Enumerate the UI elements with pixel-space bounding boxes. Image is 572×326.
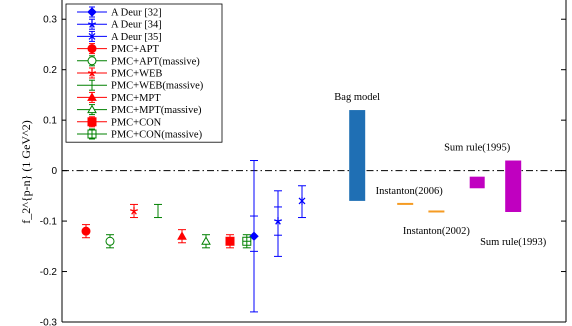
legend-label: A Deur [35] <box>111 32 162 43</box>
model-range: Instanton(2006) <box>376 186 444 205</box>
range-label: Bag model <box>334 92 380 103</box>
y-tick-label: -0.1 <box>40 217 58 228</box>
range-bar <box>349 110 366 201</box>
range-bar <box>469 176 485 189</box>
legend-entry: PMC+APT(massive) <box>77 55 200 67</box>
range-bar <box>397 202 414 205</box>
model-range: Bag model <box>334 92 380 201</box>
legend-entry: PMC+CON <box>77 116 162 128</box>
y-tick-label: -0.2 <box>40 267 58 278</box>
marker <box>87 44 97 54</box>
marker <box>249 231 259 241</box>
legend-entry: A Deur [35] <box>77 30 162 43</box>
legend-entry: A Deur [34] <box>77 18 162 31</box>
legend-label: PMC+APT <box>111 44 160 55</box>
legend-label: A Deur [32] <box>111 8 162 19</box>
legend-label: PMC+WEB(massive) <box>111 81 204 92</box>
marker <box>87 92 97 101</box>
series-point <box>242 234 252 249</box>
marker-ray <box>273 219 279 222</box>
model-range: Instanton(2002) <box>403 210 471 237</box>
marker <box>87 104 97 114</box>
legend-entry: PMC+WEB(massive) <box>77 79 204 92</box>
model-range: Sum rule(1995) <box>444 143 511 189</box>
legend-label: PMC+MPT(massive) <box>111 105 202 116</box>
range-label: Instanton(2006) <box>376 186 444 197</box>
model-range: Sum rule(1993) <box>480 160 547 248</box>
marker-ray <box>87 71 93 74</box>
y-tick-label: 0.2 <box>43 65 57 76</box>
legend-label: PMC+APT(massive) <box>111 56 200 67</box>
series-point <box>81 224 91 239</box>
marker-ray <box>87 22 93 25</box>
series-point <box>177 229 187 244</box>
y-tick-label: 0.1 <box>43 116 57 127</box>
legend-entry: PMC+CON(massive) <box>77 128 203 141</box>
marker <box>177 231 187 240</box>
legend-entry: A Deur [32] <box>77 6 162 19</box>
range-bar <box>505 160 522 212</box>
y-axis-label: f_2^{p-n} (1 GeV^2) <box>19 120 33 223</box>
marker <box>105 236 115 246</box>
marker <box>87 56 97 66</box>
series-point <box>249 160 259 313</box>
range-bar <box>428 210 445 213</box>
range-label: Sum rule(1995) <box>444 143 511 154</box>
series-point <box>129 203 139 219</box>
marker <box>87 117 97 127</box>
series-point <box>154 203 162 219</box>
y-tick-label: -0.3 <box>40 318 58 326</box>
data-series <box>81 160 306 313</box>
legend-label: PMC+CON <box>111 117 162 128</box>
series-point <box>298 185 306 219</box>
series-point <box>225 234 235 249</box>
model-ranges: Bag model Instanton(2006) Instanton(2002) S… <box>334 92 546 248</box>
series-point <box>105 234 115 249</box>
series-point <box>273 190 283 257</box>
marker <box>81 226 91 236</box>
legend-label: A Deur [34] <box>111 20 162 31</box>
series-point <box>201 234 211 249</box>
legend-label: PMC+WEB <box>111 69 162 80</box>
range-label: Sum rule(1993) <box>480 237 547 248</box>
legend-entry: PMC+MPT(massive) <box>77 104 202 116</box>
range-label: Instanton(2002) <box>403 226 471 237</box>
marker-ray <box>129 209 135 212</box>
legend-entry: PMC+MPT <box>77 91 161 104</box>
marker <box>87 7 97 17</box>
legend-label: PMC+CON(massive) <box>111 130 203 141</box>
plot-frame <box>61 0 567 323</box>
legend-entry: PMC+WEB <box>77 67 162 80</box>
legend-entry: PMC+APT <box>77 43 160 55</box>
legend-label: PMC+MPT <box>111 93 161 104</box>
legend: A Deur [32]A Deur [34]A Deur [35]PMC+APT… <box>65 3 223 143</box>
marker <box>201 236 211 245</box>
y-tick-label: 0.3 <box>43 15 57 26</box>
y-tick-label: 0 <box>51 166 57 177</box>
marker <box>225 236 235 246</box>
